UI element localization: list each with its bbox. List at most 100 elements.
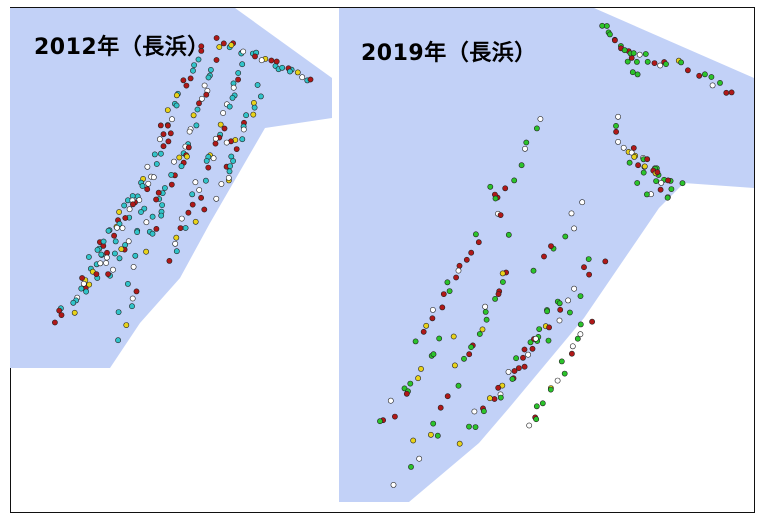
survey-point — [180, 77, 187, 84]
survey-point — [546, 324, 552, 331]
survey-point — [105, 227, 112, 234]
survey-point — [243, 112, 249, 119]
survey-point — [533, 416, 540, 423]
survey-point — [254, 82, 261, 88]
survey-point — [115, 309, 122, 315]
survey-point — [166, 257, 173, 264]
survey-point — [456, 440, 463, 447]
survey-point — [541, 253, 547, 260]
survey-point — [657, 186, 664, 193]
survey-point — [86, 281, 93, 288]
survey-point — [568, 350, 575, 357]
survey-point — [629, 69, 636, 76]
survey-point — [684, 67, 691, 74]
survey-point — [226, 168, 233, 175]
survey-point — [472, 424, 479, 430]
survey-point — [579, 199, 586, 206]
survey-point — [173, 102, 180, 109]
survey-point — [230, 158, 236, 164]
survey-point — [728, 89, 735, 96]
survey-point — [299, 74, 306, 81]
survey-point — [79, 275, 85, 281]
survey-point — [577, 331, 584, 338]
survey-point — [439, 304, 446, 311]
survey-point — [226, 103, 233, 110]
survey-point — [444, 279, 451, 286]
survey-point — [212, 135, 219, 142]
survey-point — [273, 58, 280, 65]
survey-point — [116, 255, 123, 262]
survey-point — [461, 355, 467, 362]
survey-point — [468, 344, 474, 350]
survey-point — [201, 206, 208, 213]
survey-point — [294, 69, 301, 76]
survey-point — [192, 179, 199, 186]
survey-point — [537, 116, 544, 122]
survey-point — [557, 306, 564, 313]
survey-point — [239, 136, 246, 143]
survey-point — [437, 404, 444, 411]
survey-point — [145, 180, 152, 187]
survey-point — [80, 280, 87, 287]
survey-point — [133, 288, 140, 295]
survey-point — [416, 455, 423, 462]
survey-point — [626, 159, 633, 166]
survey-point — [641, 163, 648, 170]
survey-point — [196, 100, 202, 107]
survey-point — [521, 346, 528, 353]
survey-point — [634, 180, 641, 186]
survey-point — [492, 195, 499, 202]
survey-point — [679, 180, 686, 187]
survey-point — [220, 40, 227, 47]
survey-point — [221, 125, 228, 132]
survey-point — [621, 47, 628, 54]
survey-point — [198, 194, 204, 201]
survey-point — [430, 420, 437, 427]
survey-point — [100, 238, 107, 245]
survey-point — [250, 100, 257, 106]
survey-point — [216, 44, 223, 50]
survey-point — [663, 61, 669, 67]
survey-point — [634, 71, 641, 78]
survey-point — [635, 162, 641, 169]
survey-point — [450, 333, 457, 340]
survey-point — [574, 335, 581, 342]
survey-point — [227, 163, 233, 169]
survey-point — [568, 210, 575, 217]
survey-point — [172, 240, 179, 247]
water-area — [10, 8, 332, 368]
survey-point — [252, 53, 258, 60]
survey-point — [565, 297, 571, 304]
survey-point — [499, 270, 506, 277]
survey-point — [558, 358, 565, 365]
survey-point — [144, 163, 151, 170]
survey-point — [121, 202, 128, 209]
survey-point — [70, 299, 77, 306]
survey-point — [228, 42, 235, 48]
survey-point — [183, 82, 190, 89]
survey-point — [165, 138, 172, 145]
survey-point — [709, 82, 716, 89]
survey-point — [157, 150, 164, 157]
survey-point — [178, 163, 185, 170]
survey-point — [171, 158, 177, 165]
survey-point — [525, 351, 531, 358]
survey-point — [198, 95, 205, 102]
survey-point — [212, 140, 219, 147]
survey-point — [453, 274, 459, 281]
survey-point — [603, 23, 610, 29]
survey-point — [430, 306, 436, 313]
survey-point — [475, 239, 482, 246]
survey-point — [521, 363, 528, 370]
survey-point — [168, 171, 175, 178]
survey-point — [665, 177, 671, 184]
survey-point — [235, 70, 242, 76]
survey-point — [483, 316, 490, 323]
survey-point — [455, 382, 462, 389]
survey-points-2019 — [377, 22, 735, 488]
survey-point — [471, 408, 478, 415]
survey-point — [186, 128, 193, 135]
survey-point — [654, 169, 661, 176]
survey-point — [717, 80, 723, 86]
survey-point — [213, 195, 220, 202]
